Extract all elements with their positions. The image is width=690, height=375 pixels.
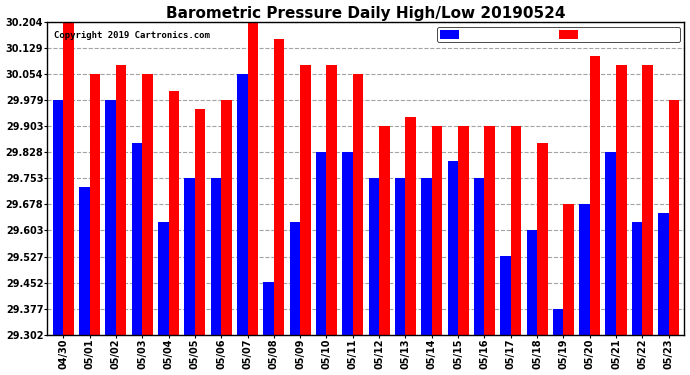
Bar [500, 256, 511, 334]
Bar [63, 22, 74, 334]
Bar [421, 178, 432, 334]
Bar [458, 126, 469, 335]
Bar [158, 222, 168, 334]
Bar [342, 152, 353, 334]
Bar [642, 65, 653, 334]
Bar [474, 178, 484, 334]
Bar [184, 178, 195, 334]
Bar [448, 161, 458, 334]
Bar [52, 100, 63, 334]
Bar [669, 100, 679, 334]
Bar [526, 230, 537, 334]
Title: Barometric Pressure Daily High/Low 20190524: Barometric Pressure Daily High/Low 20190… [166, 6, 566, 21]
Bar [210, 178, 221, 334]
Bar [553, 309, 563, 334]
Bar [432, 126, 442, 335]
Bar [658, 213, 669, 334]
Bar [168, 91, 179, 334]
Bar [484, 126, 495, 335]
Bar [511, 126, 521, 335]
Bar [353, 74, 364, 334]
Bar [195, 109, 206, 334]
Legend: Low  (Inches/Hg), High  (Inches/Hg): Low (Inches/Hg), High (Inches/Hg) [437, 27, 680, 42]
Bar [379, 126, 390, 335]
Bar [632, 222, 642, 334]
Bar [406, 117, 416, 334]
Bar [290, 222, 300, 334]
Bar [616, 65, 627, 334]
Bar [368, 178, 379, 334]
Bar [142, 74, 152, 334]
Bar [300, 65, 310, 334]
Bar [248, 22, 258, 334]
Bar [606, 152, 616, 334]
Bar [221, 100, 232, 334]
Bar [537, 144, 548, 334]
Bar [563, 204, 574, 334]
Bar [590, 56, 600, 334]
Bar [274, 39, 284, 334]
Bar [79, 187, 90, 334]
Bar [90, 74, 100, 334]
Bar [316, 152, 326, 334]
Bar [264, 282, 274, 334]
Bar [579, 204, 590, 334]
Bar [132, 144, 142, 334]
Bar [326, 65, 337, 334]
Bar [395, 178, 406, 334]
Text: Copyright 2019 Cartronics.com: Copyright 2019 Cartronics.com [54, 31, 210, 40]
Bar [116, 65, 126, 334]
Bar [106, 100, 116, 334]
Bar [237, 74, 248, 334]
